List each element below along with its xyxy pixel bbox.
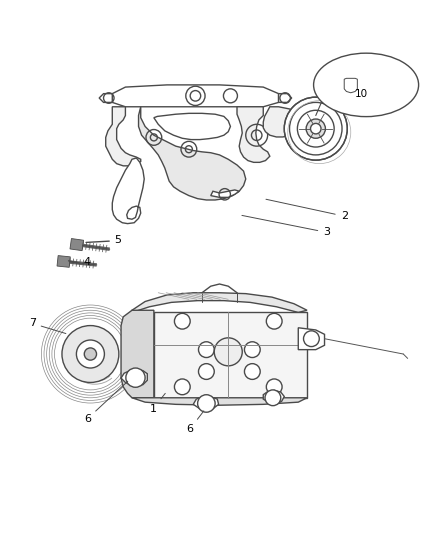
- Text: 2: 2: [265, 199, 347, 221]
- Polygon shape: [106, 107, 141, 166]
- Polygon shape: [343, 78, 357, 93]
- Polygon shape: [121, 369, 147, 385]
- Circle shape: [266, 313, 282, 329]
- Polygon shape: [278, 94, 291, 102]
- Polygon shape: [132, 293, 306, 312]
- Circle shape: [265, 390, 280, 406]
- Circle shape: [358, 83, 364, 88]
- Circle shape: [62, 326, 119, 383]
- Circle shape: [355, 80, 367, 92]
- Circle shape: [284, 97, 346, 160]
- Circle shape: [244, 342, 260, 358]
- Circle shape: [305, 119, 325, 138]
- Text: 7: 7: [28, 318, 66, 334]
- Text: 4: 4: [84, 257, 91, 267]
- Polygon shape: [193, 397, 218, 410]
- Polygon shape: [263, 107, 300, 137]
- Circle shape: [214, 338, 242, 366]
- Circle shape: [346, 82, 354, 91]
- Polygon shape: [237, 107, 269, 163]
- Circle shape: [76, 340, 104, 368]
- Circle shape: [174, 379, 190, 395]
- Circle shape: [303, 331, 318, 346]
- Text: 3: 3: [241, 215, 329, 237]
- Circle shape: [310, 124, 320, 134]
- Text: 5: 5: [114, 235, 121, 245]
- Polygon shape: [138, 107, 245, 200]
- Text: 6: 6: [186, 411, 203, 434]
- Circle shape: [198, 364, 214, 379]
- Circle shape: [84, 348, 96, 360]
- Polygon shape: [70, 239, 83, 251]
- Polygon shape: [121, 310, 153, 398]
- Polygon shape: [153, 114, 230, 140]
- Text: 1: 1: [149, 393, 165, 414]
- Circle shape: [244, 364, 260, 379]
- Polygon shape: [132, 398, 306, 405]
- Circle shape: [197, 395, 215, 412]
- Polygon shape: [57, 256, 70, 268]
- Polygon shape: [112, 85, 278, 107]
- Text: 6: 6: [84, 381, 127, 424]
- Polygon shape: [263, 390, 284, 404]
- Circle shape: [174, 313, 190, 329]
- Polygon shape: [297, 328, 324, 350]
- Circle shape: [126, 368, 145, 387]
- Circle shape: [198, 342, 214, 358]
- Polygon shape: [112, 158, 144, 224]
- Polygon shape: [210, 190, 239, 197]
- Polygon shape: [153, 312, 306, 398]
- Ellipse shape: [313, 53, 418, 117]
- Circle shape: [266, 379, 282, 395]
- Text: 10: 10: [354, 88, 367, 99]
- Polygon shape: [99, 94, 112, 102]
